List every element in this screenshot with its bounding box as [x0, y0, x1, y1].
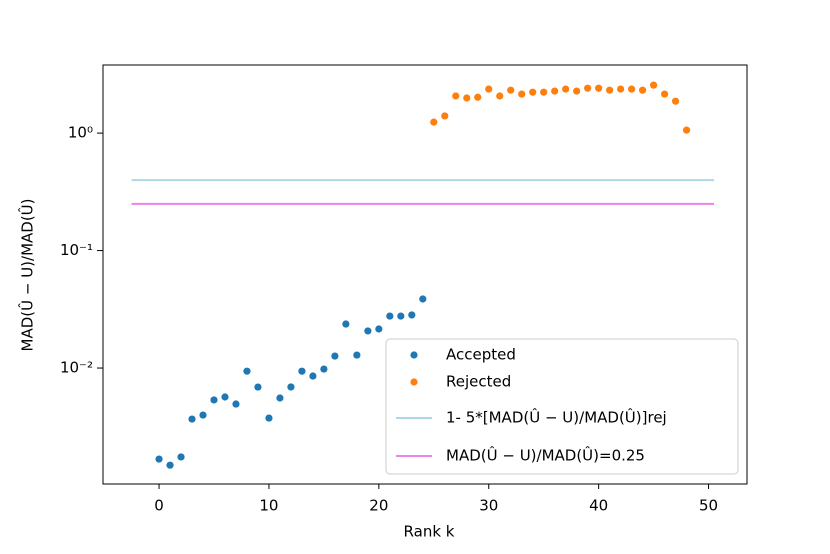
point — [562, 85, 570, 93]
legend-label: 1- 5*[MAD(Û − U)/MAD(Û)]rej — [446, 408, 667, 427]
plot-frame — [102, 64, 748, 485]
point — [342, 320, 350, 328]
point — [177, 453, 185, 461]
point — [254, 383, 262, 391]
point — [573, 87, 581, 95]
point — [166, 461, 174, 469]
point — [682, 126, 691, 134]
point — [617, 85, 625, 93]
point — [265, 414, 273, 422]
point — [386, 312, 394, 320]
legend-label: Rejected — [446, 373, 511, 391]
point — [485, 85, 493, 93]
point — [397, 312, 405, 320]
y-tick-label: 10⁻¹ — [60, 241, 93, 259]
point — [595, 84, 603, 92]
point — [155, 455, 163, 463]
point — [518, 90, 526, 98]
point — [474, 93, 482, 101]
point — [606, 86, 614, 94]
point — [221, 393, 229, 401]
point — [441, 112, 449, 120]
point — [529, 88, 537, 96]
legend-label: MAD(Û − U)/MAD(Û)=0.25 — [446, 446, 645, 465]
legend-box — [385, 338, 739, 475]
point — [551, 87, 559, 95]
y-tick-label: 10⁻² — [60, 359, 93, 377]
x-tick-label: 50 — [699, 497, 718, 515]
point — [210, 396, 218, 404]
point — [649, 81, 658, 89]
legend-label: Accepted — [446, 346, 516, 364]
point — [199, 411, 207, 419]
point — [188, 415, 196, 423]
point — [463, 94, 471, 102]
x-tick-label: 10 — [259, 497, 278, 515]
point — [408, 311, 416, 319]
point — [660, 90, 669, 98]
x-tick-label: 0 — [154, 497, 164, 515]
point — [638, 86, 647, 94]
point — [287, 383, 295, 391]
point — [452, 92, 460, 100]
point — [584, 84, 592, 92]
point — [628, 85, 636, 93]
y-tick-label: 10⁰ — [68, 124, 93, 142]
point — [331, 352, 339, 360]
point — [309, 372, 317, 380]
point — [364, 327, 372, 335]
point — [375, 325, 383, 333]
legend-swatch — [410, 351, 418, 359]
point — [320, 365, 328, 373]
point — [243, 367, 251, 375]
y-axis-label: MAD(Û − U)/MAD(Û) — [18, 198, 37, 351]
point — [540, 88, 548, 96]
point — [430, 118, 438, 126]
x-tick-label: 30 — [479, 497, 498, 515]
x-tick-label: 20 — [369, 497, 388, 515]
point — [353, 351, 361, 359]
x-axis-label: Rank k — [404, 523, 455, 541]
x-tick-label: 40 — [589, 497, 608, 515]
point — [496, 92, 504, 100]
point — [276, 394, 284, 402]
point — [298, 367, 306, 375]
point — [507, 86, 515, 94]
legend-swatch — [410, 378, 418, 386]
point — [671, 97, 680, 105]
point — [232, 400, 240, 408]
point — [419, 295, 427, 303]
